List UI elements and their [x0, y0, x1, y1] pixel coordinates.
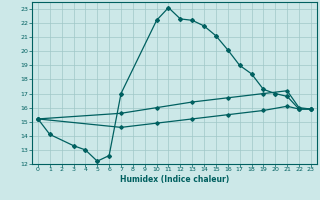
X-axis label: Humidex (Indice chaleur): Humidex (Indice chaleur): [120, 175, 229, 184]
